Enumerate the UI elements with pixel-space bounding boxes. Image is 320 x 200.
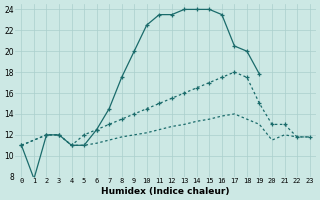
X-axis label: Humidex (Indice chaleur): Humidex (Indice chaleur) <box>101 187 230 196</box>
